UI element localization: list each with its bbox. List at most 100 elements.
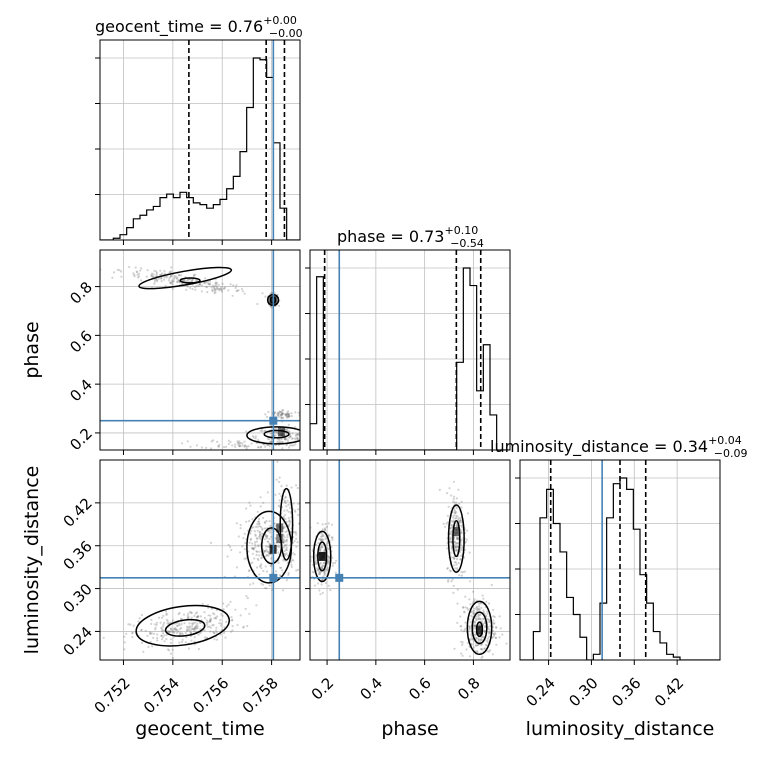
scatter-point: [252, 547, 255, 551]
scatter-point: [296, 436, 299, 439]
scatter-point: [468, 598, 471, 601]
scatter-point: [457, 537, 460, 540]
title-phase: phase = 0.73+0.10 −0.54: [337, 224, 484, 250]
scatter-point: [209, 620, 212, 623]
scatter-point: [191, 287, 194, 291]
scatter-point: [486, 650, 489, 653]
scatter-point: [283, 545, 286, 548]
scatter-point: [333, 561, 337, 565]
scatter-point: [452, 497, 455, 501]
scatter-point: [259, 564, 262, 567]
scatter-point: [297, 411, 300, 414]
scatter-point: [193, 627, 196, 630]
scatter-point: [281, 409, 284, 412]
scatter-point: [203, 629, 206, 632]
scatter-point: [178, 274, 181, 277]
scatter-point: [456, 537, 459, 540]
scatter-point: [277, 544, 280, 547]
scatter-point: [325, 568, 328, 572]
scatter-point: [318, 570, 321, 573]
scatter-point: [173, 274, 176, 277]
scatter-point: [262, 569, 265, 573]
scatter-point: [461, 643, 464, 647]
scatter-point: [449, 536, 453, 539]
scatter-point: [261, 532, 264, 535]
scatter-point: [251, 542, 254, 545]
scatter-point: [484, 626, 487, 629]
scatter-point: [194, 628, 197, 631]
scatter-point: [454, 545, 457, 549]
scatter-point: [211, 624, 214, 627]
scatter-point: [452, 520, 455, 524]
scatter-point: [218, 289, 221, 292]
scatter-point: [201, 603, 204, 606]
scatter-point: [470, 614, 473, 617]
panel-content: [100, 460, 300, 660]
scatter-point: [470, 611, 473, 614]
scatter-point: [163, 272, 166, 275]
scatter-point: [203, 611, 206, 614]
scatter-point: [194, 625, 197, 629]
scatter-point: [248, 570, 251, 573]
scatter-point: [448, 569, 451, 572]
scatter-point: [257, 439, 260, 442]
scatter-point: [257, 550, 260, 553]
scatter-point: [285, 437, 288, 440]
scatter-point: [236, 623, 239, 627]
scatter-point: [264, 533, 267, 536]
scatter-point: [187, 278, 190, 281]
scatter-point: [248, 501, 251, 504]
scatter-point: [460, 570, 463, 574]
scatter-point: [238, 444, 241, 448]
scatter-point: [296, 433, 299, 436]
scatter-point: [477, 639, 480, 642]
scatter-point: [209, 620, 212, 623]
scatter-point: [193, 640, 196, 643]
scatter-point: [282, 541, 285, 544]
scatter-point: [169, 275, 172, 278]
scatter-point: [472, 590, 475, 593]
scatter-point: [470, 637, 473, 640]
scatter-point: [456, 542, 459, 545]
scatter-point: [494, 636, 497, 640]
scatter-point: [186, 614, 189, 617]
scatter-point: [151, 645, 154, 648]
scatter-point: [278, 438, 281, 441]
scatter-point: [195, 616, 198, 619]
scatter-point: [236, 440, 239, 443]
scatter-point: [318, 573, 321, 576]
scatter-point: [259, 429, 262, 433]
scatter-point: [475, 636, 478, 640]
scatter-point: [296, 541, 299, 544]
scatter-point: [461, 641, 464, 644]
scatter-point: [293, 540, 296, 543]
scatter-point: [229, 283, 232, 286]
scatter-point: [212, 287, 215, 290]
scatter-point: [473, 600, 476, 603]
scatter-point: [287, 503, 290, 506]
scatter-point: [468, 655, 472, 658]
scatter-point: [461, 548, 464, 552]
scatter-point: [287, 413, 290, 416]
scatter-point: [289, 435, 292, 438]
scatter-point: [206, 291, 209, 294]
scatter-point: [194, 621, 197, 624]
scatter-point: [254, 533, 257, 536]
scatter-point: [480, 648, 483, 651]
scatter-point: [173, 631, 176, 634]
scatter-point: [284, 554, 287, 557]
scatter-point: [212, 612, 215, 615]
scatter-point: [258, 531, 261, 534]
scatter-point: [259, 496, 262, 499]
scatter-point: [264, 295, 267, 298]
scatter-point: [254, 525, 258, 529]
scatter-point: [243, 532, 246, 536]
scatter-point: [323, 528, 327, 531]
scatter-point: [213, 632, 216, 635]
scatter-point: [287, 413, 290, 416]
scatter-point: [455, 558, 459, 561]
scatter-point: [235, 289, 238, 293]
scatter-point: [161, 272, 164, 275]
scatter-point: [237, 535, 240, 538]
scatter-point: [234, 443, 237, 446]
